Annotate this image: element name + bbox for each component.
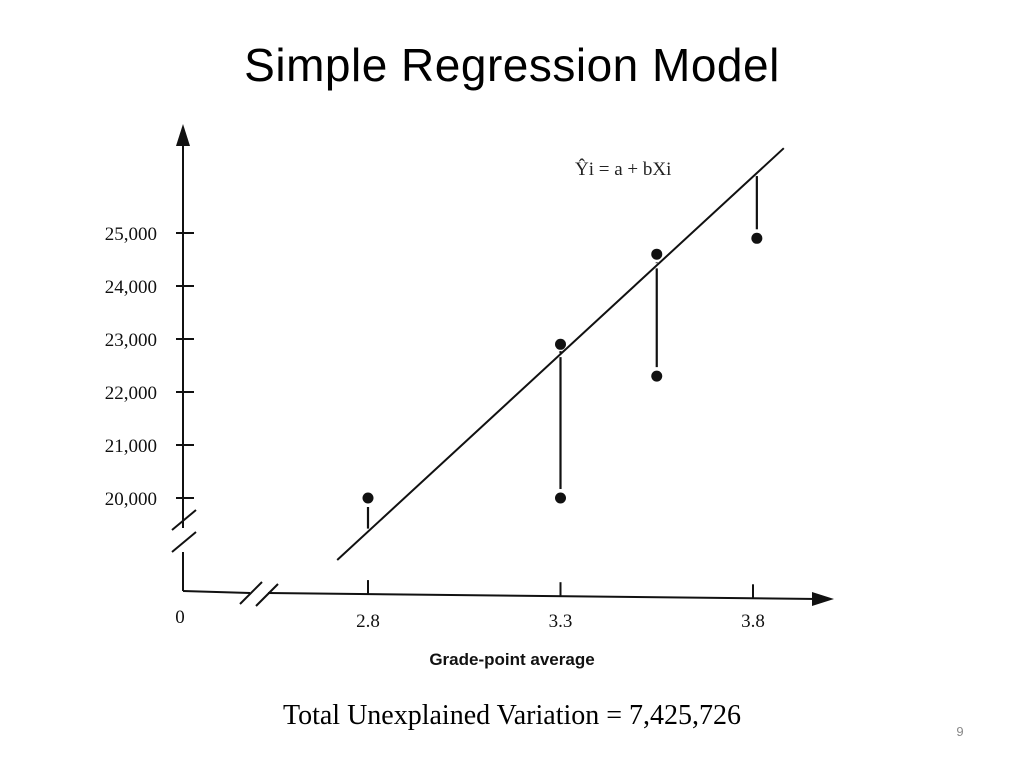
x-tick-label: 2.8 (356, 611, 380, 632)
y-tick-label: 24,000 (105, 277, 157, 298)
data-point (751, 232, 763, 244)
origin-label: 0 (175, 607, 185, 628)
data-point (362, 492, 374, 504)
y-axis-break-mark (171, 531, 197, 553)
x-axis-arrow (812, 592, 834, 606)
regression-chart: 0 20,000 21,000 22,000 23,000 24,000 25,000 2.8… (105, 124, 834, 669)
x-axis-lower-line (182, 590, 251, 594)
y-tick-label: 21,000 (105, 436, 157, 457)
data-point (651, 248, 663, 260)
y-tick-label: 23,000 (105, 330, 157, 351)
x-tick-label: 3.8 (741, 611, 765, 632)
regression-line (336, 147, 785, 561)
x-axis-break-mark (255, 583, 279, 607)
x-tick-label: 3.3 (549, 611, 573, 632)
unexplained-variation-note: Total Unexplained Variation = 7,425,726 (282, 700, 742, 731)
data-point (651, 370, 663, 382)
page-number: 9 (956, 724, 964, 739)
slide-title: Simple Regression Model (244, 39, 780, 91)
y-tick-label: 20,000 (105, 489, 157, 510)
y-tick-label: 25,000 (105, 224, 157, 245)
x-axis-line (267, 592, 819, 600)
y-axis-arrow (176, 124, 190, 146)
data-point (555, 492, 566, 504)
y-tick-label: 22,000 (105, 383, 157, 404)
x-axis-title: Grade-point average (429, 650, 594, 669)
regression-equation: Ŷi = a + bXi (575, 158, 671, 180)
data-point (555, 338, 566, 350)
x-axis-break-mark (239, 581, 263, 605)
y-axis-break-mark (171, 509, 197, 531)
